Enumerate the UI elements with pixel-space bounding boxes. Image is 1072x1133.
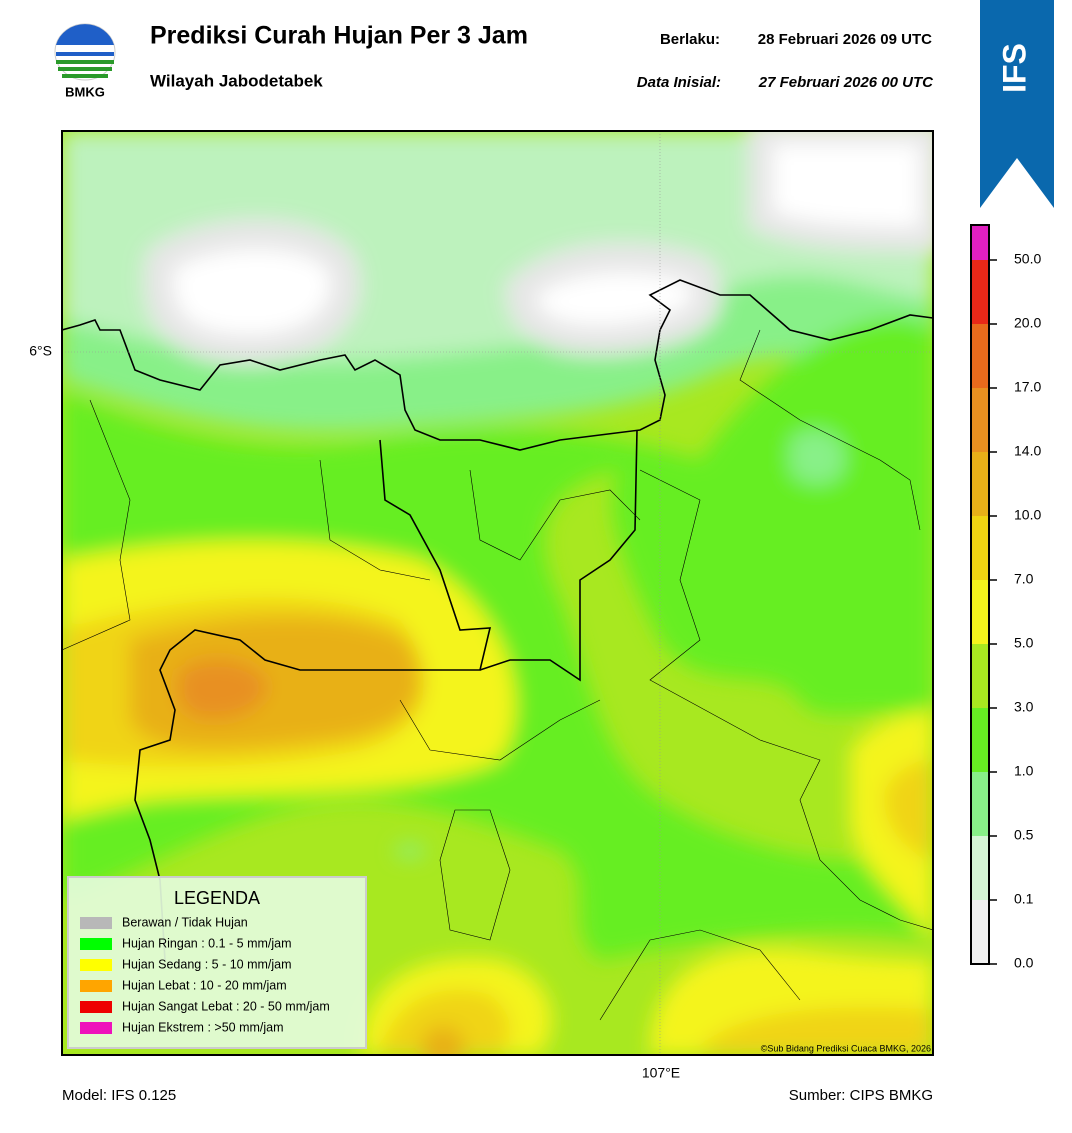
init-label: Data Inisial: [637,74,721,91]
legend-swatch [80,980,112,992]
lon-label: 107°E [642,1065,680,1081]
admin-borders [62,329,933,1021]
map-frame [61,130,934,1056]
colorbar-segment [971,900,989,964]
colorbar-tick-label: 1.0 [1014,763,1034,779]
colorbar-tick-label: 5.0 [1014,635,1034,651]
colorbar-tick-label: 14.0 [1014,443,1041,459]
valid-time: 28 Februari 2026 09 UTC [758,31,932,48]
colorbar-tick-label: 0.1 [1014,891,1034,907]
colorbar-tick-label: 10.0 [1014,507,1041,523]
legend-swatch [80,1022,112,1034]
legend-label: Hujan Lebat : 10 - 20 mm/jam [122,978,287,992]
model: Model: IFS 0.125 [62,1087,176,1104]
legend-label: Hujan Ringan : 0.1 - 5 mm/jam [122,936,292,950]
subtitle: Wilayah Jabodetabek [150,71,323,90]
badge [980,0,1054,208]
legend-swatch [80,1001,112,1013]
colorbar-tick-label: 20.0 [1014,315,1041,331]
valid-label: Berlaku: [660,31,720,48]
colorbar-frame [970,224,990,965]
colorbar-segment [971,708,989,772]
colorbar-tick-label: 3.0 [1014,699,1034,715]
legend-swatch [80,938,112,950]
colorbar: 0.0 0.1 0.5 1.0 3.0 5.0 7.0 10.0 14.0 17.0 20.0 50.… [970,224,1041,971]
colorbar-segment [971,260,989,324]
legend-title: LEGENDA [174,888,260,908]
colorbar-segment [971,580,989,644]
colorbar-tick-label: 0.0 [1014,955,1034,971]
legend-swatch [80,917,112,929]
legend-label: Hujan Sedang : 5 - 10 mm/jam [122,957,292,971]
badge-text: IFS [996,43,1032,93]
colorbar-tick-label: 7.0 [1014,571,1034,587]
colorbar-segment [971,644,989,708]
title: Prediksi Curah Hujan Per 3 Jam [150,22,528,50]
colorbar-tick-label: 50.0 [1014,251,1041,267]
colorbar-tick-label: 0.5 [1014,827,1034,843]
colorbar-tick-label: 17.0 [1014,379,1041,395]
logo-text: BMKG [65,84,105,99]
logo [54,23,116,81]
legend-label: Hujan Ekstrem : >50 mm/jam [122,1020,284,1034]
colorbar-segment [971,452,989,516]
rain-field [62,131,933,1055]
colorbar-segment [971,324,989,388]
credit: ©Sub Bidang Prediksi Cuaca BMKG, 2026 [761,1043,931,1053]
legend: LEGENDA Berawan / Tidak Hujan Hujan Ringa… [67,876,367,1049]
source: Sumber: CIPS BMKG [789,1087,933,1104]
coastline [62,279,933,961]
colorbar-segment [971,836,989,900]
colorbar-segment [971,388,989,452]
legend-label: Hujan Sangat Lebat : 20 - 50 mm/jam [122,999,330,1013]
colorbar-segment [971,772,989,836]
lat-label: 6°S [29,343,52,359]
legend-label: Berawan / Tidak Hujan [122,915,248,929]
legend-swatch [80,959,112,971]
colorbar-segment [971,225,989,260]
colorbar-segment [971,516,989,580]
init-time: 27 Februari 2026 00 UTC [758,74,934,91]
